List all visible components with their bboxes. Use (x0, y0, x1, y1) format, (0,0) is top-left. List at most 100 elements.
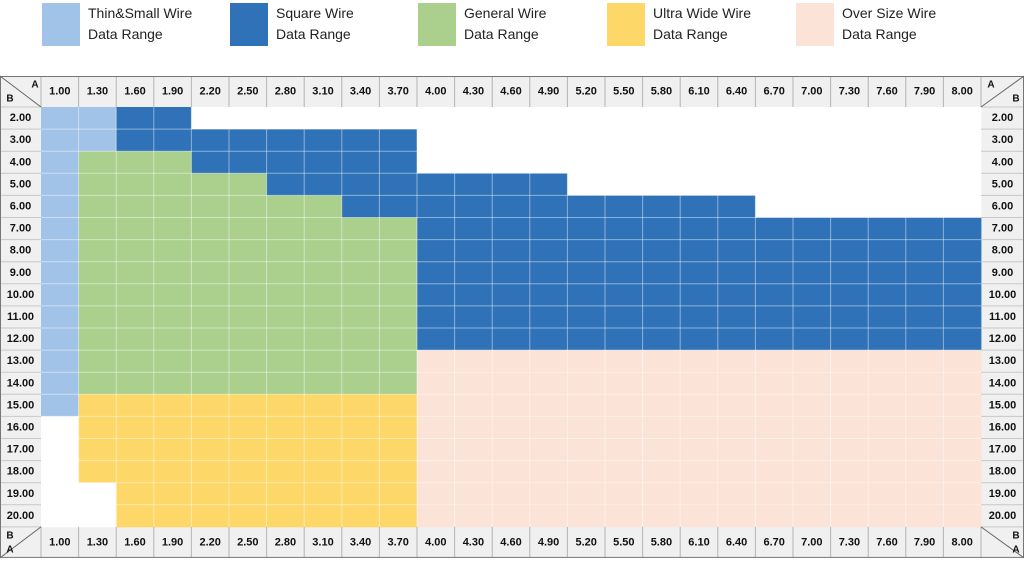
data-cell (868, 394, 907, 417)
data-cell (417, 504, 455, 528)
data-cell (717, 438, 756, 461)
data-cell (304, 305, 343, 329)
data-cell (229, 350, 267, 373)
data-cell (642, 460, 681, 484)
data-cell (153, 438, 192, 461)
data-cell (341, 350, 380, 373)
data-cell (567, 283, 606, 307)
data-cell (191, 261, 230, 285)
data-cell (905, 305, 944, 329)
data-cell (755, 305, 794, 329)
data-cell (41, 151, 79, 174)
data-cell (717, 460, 756, 484)
data-cell (830, 504, 869, 528)
data-cell (116, 372, 155, 395)
data-cell (680, 350, 719, 373)
data-cell (830, 195, 869, 218)
data-cell (341, 416, 380, 439)
data-cell (680, 217, 719, 240)
data-cell (266, 151, 305, 174)
data-cell (191, 217, 230, 240)
column-label-top: 1.90 (162, 86, 183, 98)
data-cell (529, 239, 568, 263)
data-cell (793, 350, 831, 373)
data-cell (680, 151, 719, 174)
data-cell (492, 107, 531, 130)
data-cell (905, 239, 944, 263)
column-label-bottom: 6.10 (688, 536, 709, 548)
data-cell (680, 173, 719, 196)
column-label-bottom: 3.70 (387, 536, 408, 548)
legend-label-line1: Over Size Wire (842, 5, 937, 21)
data-cell (868, 283, 907, 307)
data-cell (454, 261, 493, 285)
data-cell (229, 305, 267, 329)
data-cell (642, 372, 681, 395)
data-cell (830, 107, 869, 130)
row-label-left: 10.00 (7, 289, 35, 301)
data-cell (266, 416, 305, 439)
row-label-right: 13.00 (989, 355, 1017, 367)
data-cell (304, 129, 343, 152)
legend-label-line2: Data Range (464, 26, 539, 42)
data-cell (868, 217, 907, 240)
data-cell (492, 328, 531, 351)
data-cell (905, 129, 944, 152)
row-label-right: 9.00 (992, 267, 1013, 279)
data-cell (454, 107, 493, 130)
column-label-bottom: 1.90 (162, 536, 183, 548)
data-cell (529, 173, 568, 196)
data-cell (41, 107, 79, 130)
row-label-left: 12.00 (7, 333, 35, 345)
data-cell (153, 372, 192, 395)
row-label-right: 16.00 (989, 421, 1017, 433)
legend-label: Square Wire Data Range (276, 3, 354, 45)
data-cell (642, 482, 681, 506)
data-cell (793, 328, 831, 351)
data-cell (943, 305, 982, 329)
data-cell (191, 151, 230, 174)
row-label-right: 3.00 (992, 134, 1013, 146)
data-cell (680, 261, 719, 285)
column-label-bottom: 6.40 (726, 536, 747, 548)
data-cell (78, 372, 117, 395)
data-cell (41, 394, 79, 417)
data-cell (229, 151, 267, 174)
data-cell (116, 151, 155, 174)
data-cell (341, 173, 380, 196)
data-cell (905, 482, 944, 506)
data-cell (717, 129, 756, 152)
data-cell (605, 239, 643, 263)
data-cell (905, 416, 944, 439)
data-cell (41, 129, 79, 152)
data-cell (492, 129, 531, 152)
data-cell (529, 261, 568, 285)
data-cell (417, 438, 455, 461)
data-cell (492, 173, 531, 196)
data-cell (943, 460, 982, 484)
data-cell (605, 482, 643, 506)
data-cell (943, 151, 982, 174)
data-cell (304, 504, 343, 528)
data-cell (755, 482, 794, 506)
data-cell (680, 129, 719, 152)
data-cell (605, 350, 643, 373)
data-cell (229, 195, 267, 218)
data-cell (793, 438, 831, 461)
data-cell (191, 195, 230, 218)
data-cell (116, 217, 155, 240)
legend-swatch (230, 3, 268, 46)
data-cell (905, 394, 944, 417)
data-cell (417, 283, 455, 307)
data-cell (379, 283, 418, 307)
data-cell (266, 394, 305, 417)
column-label-bottom: 5.20 (575, 536, 596, 548)
data-cell (454, 283, 493, 307)
data-cell (417, 217, 455, 240)
column-label-bottom: 8.00 (951, 536, 972, 548)
data-cell (492, 482, 531, 506)
column-label-bottom: 2.80 (275, 536, 296, 548)
data-cell (341, 438, 380, 461)
data-cell (605, 283, 643, 307)
column-label-top: 4.90 (538, 86, 559, 98)
